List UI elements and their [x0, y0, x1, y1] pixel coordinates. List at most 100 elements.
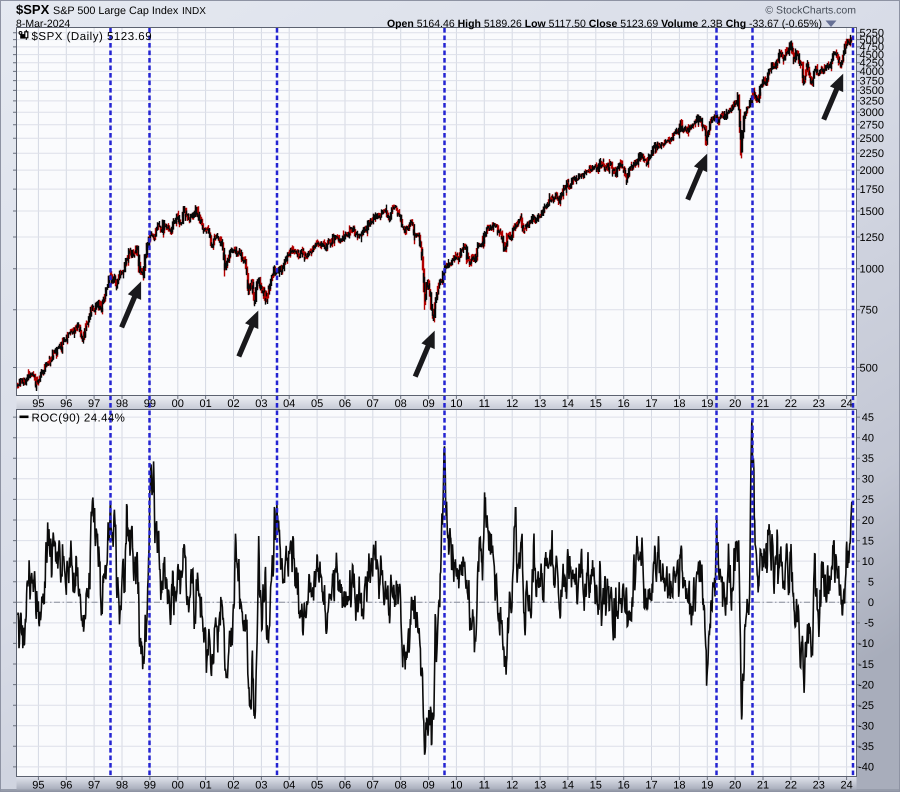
svg-text:19: 19 [701, 779, 713, 791]
svg-text:19: 19 [701, 398, 713, 410]
svg-text:97: 97 [88, 779, 100, 791]
svg-text:$SPX (Daily) 5123.69: $SPX (Daily) 5123.69 [32, 31, 153, 43]
svg-text:08: 08 [395, 779, 407, 791]
svg-text:98: 98 [116, 398, 128, 410]
svg-text:INDX: INDX [182, 6, 206, 17]
svg-text:3500: 3500 [860, 85, 884, 97]
svg-text:09: 09 [422, 398, 434, 410]
svg-text:45: 45 [862, 412, 874, 424]
svg-text:2500: 2500 [860, 133, 884, 145]
svg-text:4250: 4250 [860, 58, 884, 70]
svg-text:-30: -30 [858, 721, 874, 733]
svg-text:16: 16 [618, 398, 630, 410]
svg-text:-40: -40 [858, 762, 874, 774]
svg-text:23: 23 [813, 779, 825, 791]
svg-text:-5: -5 [864, 618, 874, 630]
svg-text:11: 11 [479, 398, 490, 410]
svg-text:-10: -10 [858, 638, 874, 650]
svg-text:5000: 5000 [860, 34, 884, 46]
svg-text:40: 40 [862, 433, 874, 445]
svg-text:S&P 500 Large Cap Index: S&P 500 Large Cap Index [53, 5, 179, 17]
svg-text:3750: 3750 [860, 75, 884, 87]
svg-text:06: 06 [339, 779, 351, 791]
svg-text:1250: 1250 [860, 232, 884, 244]
svg-text:17: 17 [645, 398, 657, 410]
svg-text:21: 21 [757, 398, 769, 410]
svg-text:750: 750 [860, 305, 878, 317]
svg-text:11: 11 [479, 779, 490, 791]
svg-text:-20: -20 [858, 679, 874, 691]
svg-text:1750: 1750 [860, 184, 884, 196]
svg-text:24: 24 [840, 779, 852, 791]
svg-text:05: 05 [311, 779, 323, 791]
svg-text:Open 5164.46 High 5189.26 Low: Open 5164.46 High 5189.26 Low 5117.50 Cl… [387, 18, 822, 30]
svg-text:20: 20 [862, 515, 874, 527]
svg-text:5250: 5250 [860, 28, 884, 40]
svg-text:-15: -15 [858, 659, 874, 671]
svg-text:1500: 1500 [860, 206, 884, 218]
svg-text:2250: 2250 [860, 148, 884, 160]
svg-text:96: 96 [60, 398, 72, 410]
svg-text:00: 00 [172, 779, 184, 791]
svg-text:-35: -35 [858, 741, 874, 753]
svg-text:35: 35 [862, 453, 874, 465]
svg-text:04: 04 [283, 398, 295, 410]
svg-text:3000: 3000 [860, 107, 884, 119]
svg-text:99: 99 [144, 398, 156, 410]
svg-text:20: 20 [729, 779, 741, 791]
svg-text:08: 08 [395, 398, 407, 410]
svg-text:8-Mar-2024: 8-Mar-2024 [16, 18, 70, 30]
svg-text:1000: 1000 [860, 264, 884, 276]
svg-text:16: 16 [618, 779, 630, 791]
svg-text:20: 20 [729, 398, 741, 410]
svg-text:14: 14 [562, 398, 574, 410]
svg-text:14: 14 [562, 779, 574, 791]
svg-text:5: 5 [868, 577, 874, 589]
svg-text:13: 13 [534, 779, 546, 791]
svg-text:07: 07 [367, 779, 379, 791]
svg-text:03: 03 [255, 398, 267, 410]
svg-text:30: 30 [862, 474, 874, 486]
svg-text:4000: 4000 [860, 66, 884, 78]
svg-text:18: 18 [673, 398, 685, 410]
svg-text:23: 23 [813, 398, 825, 410]
svg-text:21: 21 [757, 779, 769, 791]
svg-text:17: 17 [645, 779, 657, 791]
svg-text:15: 15 [590, 398, 602, 410]
svg-text:2000: 2000 [860, 165, 884, 177]
svg-text:95: 95 [32, 398, 44, 410]
svg-text:95: 95 [32, 779, 44, 791]
svg-text:10: 10 [862, 556, 874, 568]
svg-text:99: 99 [144, 779, 156, 791]
svg-text:18: 18 [673, 779, 685, 791]
svg-text:ROC(90) 24.44%: ROC(90) 24.44% [32, 413, 126, 425]
svg-text:02: 02 [227, 398, 239, 410]
svg-text:12: 12 [506, 398, 518, 410]
svg-text:01: 01 [199, 398, 211, 410]
svg-text:4750: 4750 [860, 42, 884, 54]
svg-text:22: 22 [785, 398, 797, 410]
svg-text:06: 06 [339, 398, 351, 410]
svg-text:500: 500 [860, 362, 878, 374]
svg-text:03: 03 [255, 779, 267, 791]
svg-text:09: 09 [422, 779, 434, 791]
svg-text:98: 98 [116, 779, 128, 791]
svg-text:15: 15 [862, 535, 874, 547]
svg-text:-25: -25 [858, 700, 874, 712]
svg-text:05: 05 [311, 398, 323, 410]
svg-text:13: 13 [534, 398, 546, 410]
svg-text:22: 22 [785, 779, 797, 791]
svg-text:2750: 2750 [860, 120, 884, 132]
svg-text:3250: 3250 [860, 96, 884, 108]
svg-text:07: 07 [367, 398, 379, 410]
svg-text:01: 01 [199, 779, 211, 791]
svg-text:10: 10 [450, 779, 462, 791]
svg-text:02: 02 [227, 779, 239, 791]
svg-text:© StockCharts.com: © StockCharts.com [765, 5, 856, 17]
svg-text:96: 96 [60, 779, 72, 791]
svg-text:00: 00 [172, 398, 184, 410]
svg-text:04: 04 [283, 779, 295, 791]
svg-text:15: 15 [590, 779, 602, 791]
svg-text:0: 0 [868, 597, 874, 609]
svg-text:10: 10 [450, 398, 462, 410]
